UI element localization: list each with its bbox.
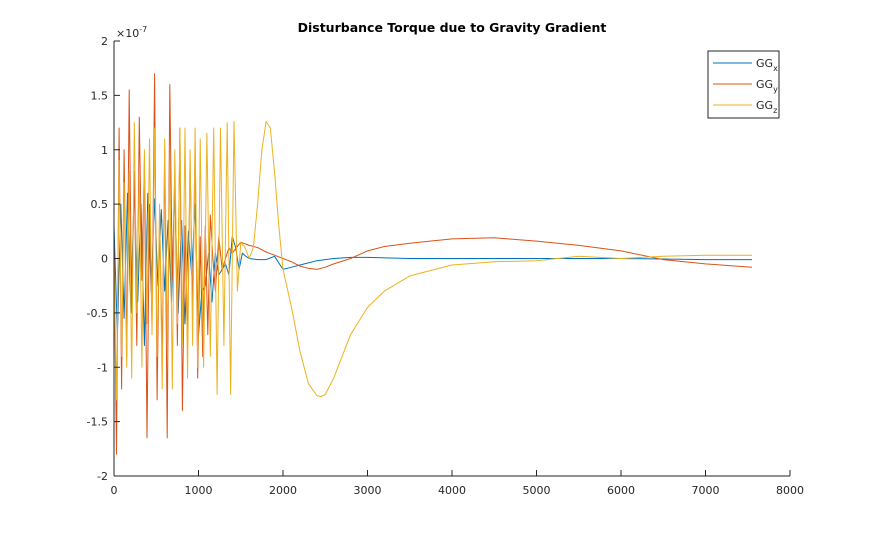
x-tick-label: 5000 <box>523 484 551 497</box>
y-tick-label: -2 <box>97 470 108 483</box>
y-tick-label: -1 <box>97 361 108 374</box>
x-tick-label: 1000 <box>185 484 213 497</box>
series-line-z <box>113 121 752 401</box>
y-exponent-base: ×10 <box>116 27 139 40</box>
y-tick-label: 0.5 <box>91 198 109 211</box>
x-tick-label: 6000 <box>607 484 635 497</box>
legend-label-name: GG <box>756 78 773 91</box>
legend-label-subscript: y <box>773 85 778 94</box>
legend-label-subscript: x <box>773 64 778 73</box>
y-exponent-power: -7 <box>139 25 147 34</box>
legend-label-subscript: z <box>773 106 777 115</box>
x-tick-label: 0 <box>111 484 118 497</box>
ticks-layer: 0 1000 2000 3000 4000 5000 6000 7000 8000 -2 -1.5 -… <box>87 35 804 497</box>
x-tick-label: 3000 <box>354 484 382 497</box>
x-tick-label: 4000 <box>438 484 466 497</box>
legend-label-name: GG <box>756 99 773 112</box>
legend-label-x: GGx <box>756 57 778 73</box>
legend-label-name: GG <box>756 57 773 70</box>
legend-label-z: GGz <box>756 99 777 115</box>
x-tick-label: 8000 <box>776 484 804 497</box>
x-tick-label: 2000 <box>269 484 297 497</box>
series-layer <box>113 73 753 455</box>
x-tick-label: 7000 <box>692 484 720 497</box>
y-tick-label: 2 <box>101 35 108 48</box>
y-exponent-label: ×10-7 <box>116 25 147 40</box>
y-tick-label: 1 <box>101 144 108 157</box>
y-tick-label: -1.5 <box>87 416 108 429</box>
y-tick-label: 1.5 <box>91 89 109 102</box>
y-tick-label: 0 <box>101 253 108 266</box>
chart-title: Disturbance Torque due to Gravity Gradie… <box>298 20 607 35</box>
y-tick-label: -0.5 <box>87 307 108 320</box>
legend-label-y: GGy <box>756 78 778 94</box>
